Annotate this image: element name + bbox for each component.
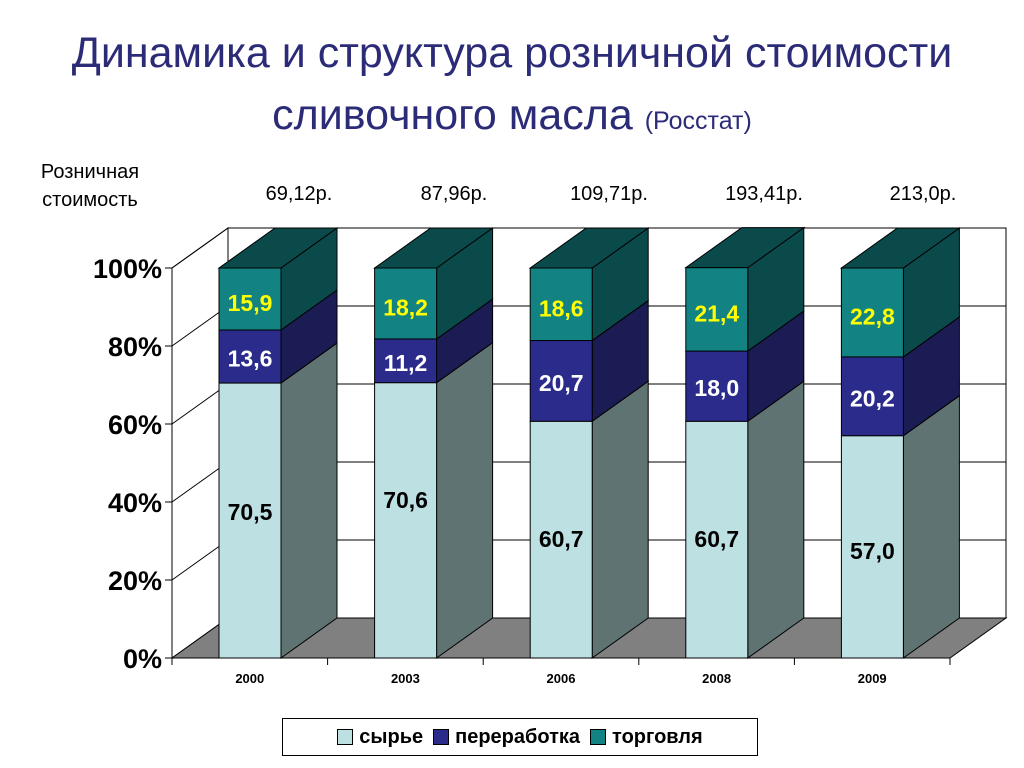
- chart-title: Динамика и структура розничной стоимости…: [0, 22, 1024, 152]
- bar-raw-2009: [840, 435, 904, 659]
- data-label-trade-2000: 15,9: [228, 290, 273, 316]
- y-tick-label: 40%: [108, 488, 162, 518]
- retail-value-2000: 69,12р.: [265, 183, 333, 205]
- gridline-side: [171, 227, 229, 269]
- data-label-raw-2003: 70,6: [383, 487, 428, 513]
- legend-swatch-trade: [590, 729, 607, 745]
- bar-top-2003: [373, 227, 495, 269]
- title-line2-wrap: сливочного масла (Росстат): [0, 84, 1024, 152]
- data-label-processing-2006: 20,7: [539, 370, 584, 396]
- bar-top-2006: [528, 227, 650, 269]
- title-source: (Росстат): [644, 107, 752, 135]
- legend-swatch-raw: [337, 729, 354, 745]
- stacked-bar-chart: 0% 20% 40% 60% 80% 100% 70,5 13,6 15,9 2000 70,6 11…: [93, 226, 1008, 686]
- bar-side-raw-2000: [280, 342, 338, 659]
- x-tick-label-2009: 2009: [858, 671, 887, 686]
- legend-label-raw: сырье: [359, 725, 424, 748]
- retail-label-line1: Розничная: [40, 161, 140, 183]
- chart-legend: сырье переработка торговля: [282, 718, 758, 756]
- bar-raw-2008: [685, 420, 749, 659]
- retail-value-2009: 213,0р.: [889, 183, 957, 205]
- title-line1: Динамика и структура розничной стоимости: [71, 29, 953, 77]
- data-label-processing-2009: 20,2: [850, 385, 895, 411]
- bar-trade-2006: [529, 267, 593, 342]
- x-tick-label-2008: 2008: [702, 671, 731, 686]
- retail-cost-label: Розничная стоимость: [10, 158, 170, 214]
- y-tick-label: 100%: [93, 254, 162, 284]
- data-label-processing-2000: 13,6: [228, 346, 273, 372]
- x-tick-label-2006: 2006: [547, 671, 576, 686]
- data-label-trade-2009: 22,8: [850, 303, 895, 329]
- bar-trade-2009: [840, 267, 904, 358]
- data-label-trade-2003: 18,2: [383, 294, 428, 320]
- data-label-processing-2003: 11,2: [384, 350, 428, 376]
- bar-top-2009: [839, 227, 961, 269]
- bar-raw-2003: [374, 382, 438, 659]
- data-label-trade-2008: 21,4: [694, 300, 739, 326]
- bar-processing-2003: [374, 338, 438, 384]
- bar-side-raw-2008: [747, 380, 805, 659]
- data-label-raw-2008: 60,7: [694, 526, 739, 552]
- bar-processing-2009: [840, 356, 904, 437]
- legend-label-processing: переработка: [455, 725, 581, 748]
- legend-swatch-processing: [433, 729, 450, 745]
- retail-label-line2: стоимость: [42, 189, 138, 211]
- bar-trade-2000: [218, 267, 282, 331]
- legend-item-trade: торговля: [590, 726, 703, 749]
- bar-side-raw-2006: [591, 380, 649, 659]
- data-label-raw-2000: 70,5: [228, 499, 273, 525]
- retail-value-2003: 87,96р.: [420, 183, 488, 205]
- y-tick-label: 80%: [108, 332, 162, 362]
- bar-processing-2000: [218, 329, 282, 384]
- legend-item-raw: сырье: [337, 726, 423, 749]
- y-tick-label: 0%: [123, 644, 162, 674]
- data-label-raw-2009: 57,0: [850, 538, 895, 564]
- bar-side-raw-2009: [902, 394, 960, 659]
- title-line2: сливочного масла: [272, 91, 633, 139]
- bar-side-raw-2003: [436, 341, 494, 659]
- bar-trade-2003: [374, 267, 438, 340]
- bar-raw-2006: [529, 420, 593, 659]
- bar-raw-2000: [218, 382, 282, 659]
- y-tick-label: 20%: [108, 566, 162, 596]
- retail-value-2008: 193,41р.: [725, 183, 803, 205]
- data-label-processing-2008: 18,0: [694, 375, 739, 401]
- bar-processing-2008: [685, 350, 749, 422]
- legend-label-trade: торговля: [612, 725, 703, 748]
- bar-processing-2006: [529, 340, 593, 422]
- y-tick-label: 60%: [108, 410, 162, 440]
- data-label-trade-2006: 18,6: [539, 295, 584, 321]
- bar-top-2000: [217, 227, 339, 269]
- data-label-raw-2006: 60,7: [539, 526, 584, 552]
- bar-top-2008: [684, 227, 806, 269]
- legend-item-processing: переработка: [433, 726, 580, 749]
- retail-value-2006: 109,71р.: [570, 183, 648, 205]
- x-tick-label-2003: 2003: [391, 671, 420, 686]
- x-tick-label-2000: 2000: [235, 671, 264, 686]
